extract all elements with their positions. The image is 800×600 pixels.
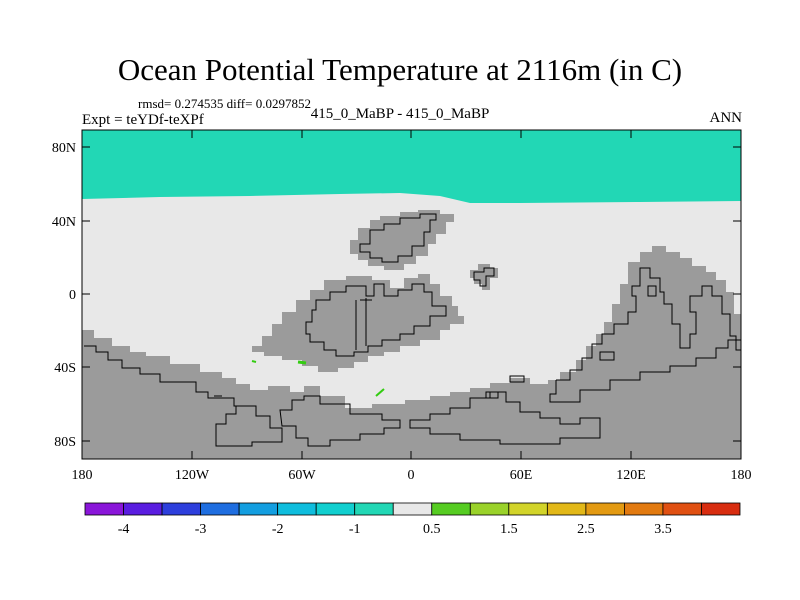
colorbar-swatch xyxy=(585,502,625,516)
small-island xyxy=(470,264,498,290)
colorbar-swatch xyxy=(84,502,124,516)
colorbar-label: -3 xyxy=(195,522,207,537)
colorbar-label: 0.5 xyxy=(423,522,441,537)
warm-patch-2 xyxy=(251,360,257,363)
northern-cold-band xyxy=(82,130,741,203)
x-tick-label: 60E xyxy=(510,468,533,483)
x-tick-label: 120E xyxy=(616,468,646,483)
coastlines xyxy=(84,213,741,447)
warm-patch-1 xyxy=(297,360,307,365)
y-tick-label: 80S xyxy=(54,435,76,450)
colorbar-swatch xyxy=(354,502,394,516)
warm-patch-3 xyxy=(375,388,385,397)
colorbar-label: -1 xyxy=(349,522,361,537)
colorbar-swatch xyxy=(161,502,201,516)
colorbar-swatch xyxy=(123,502,163,516)
colorbar-swatch xyxy=(624,502,664,516)
colorbar-swatch xyxy=(200,502,240,516)
x-tick-label: 180 xyxy=(731,468,752,483)
period-label: 415_0_MaBP - 415_0_MaBP xyxy=(310,106,490,122)
colorbar xyxy=(84,502,741,516)
y-tick-label: 80N xyxy=(52,141,76,156)
season-label: ANN xyxy=(709,110,743,126)
colorbar-swatch xyxy=(431,502,471,516)
colorbar-swatch xyxy=(238,502,279,516)
chart-title: Ocean Potential Temperature at 2116m (in… xyxy=(117,52,683,87)
colorbar-swatch xyxy=(546,502,587,516)
experiment-label: Expt = teYDf-teXPf xyxy=(82,112,204,128)
x-tick-label: 180 xyxy=(72,468,93,483)
colorbar-label: 1.5 xyxy=(500,522,518,537)
colorbar-label: -4 xyxy=(118,522,130,537)
colorbar-swatch xyxy=(508,502,548,516)
y-tick-label: 40S xyxy=(54,361,76,376)
colorbar-labels: -4 -3 -2 -1 0.5 1.5 2.5 3.5 xyxy=(118,522,672,537)
colorbar-swatch xyxy=(469,502,510,516)
north-land xyxy=(350,210,454,270)
colorbar-swatch xyxy=(315,502,356,516)
colorbar-label: -2 xyxy=(272,522,284,537)
colorbar-label: 3.5 xyxy=(654,522,672,537)
colorbar-swatch xyxy=(392,502,433,516)
colorbar-swatch xyxy=(662,502,702,516)
y-tick-label: 0 xyxy=(69,288,76,303)
x-axis xyxy=(81,130,742,459)
stats-label: rmsd= 0.274535 diff= 0.0297852 xyxy=(138,96,311,111)
y-tick-label: 40N xyxy=(52,215,76,230)
x-tick-label: 120W xyxy=(175,468,210,483)
central-land xyxy=(252,274,464,372)
colorbar-swatch xyxy=(701,502,741,516)
x-tick-label: 0 xyxy=(408,468,415,483)
colorbar-label: 2.5 xyxy=(577,522,595,537)
colorbar-swatch xyxy=(277,502,317,516)
x-tick-label: 60W xyxy=(288,468,316,483)
y-axis xyxy=(82,146,741,442)
